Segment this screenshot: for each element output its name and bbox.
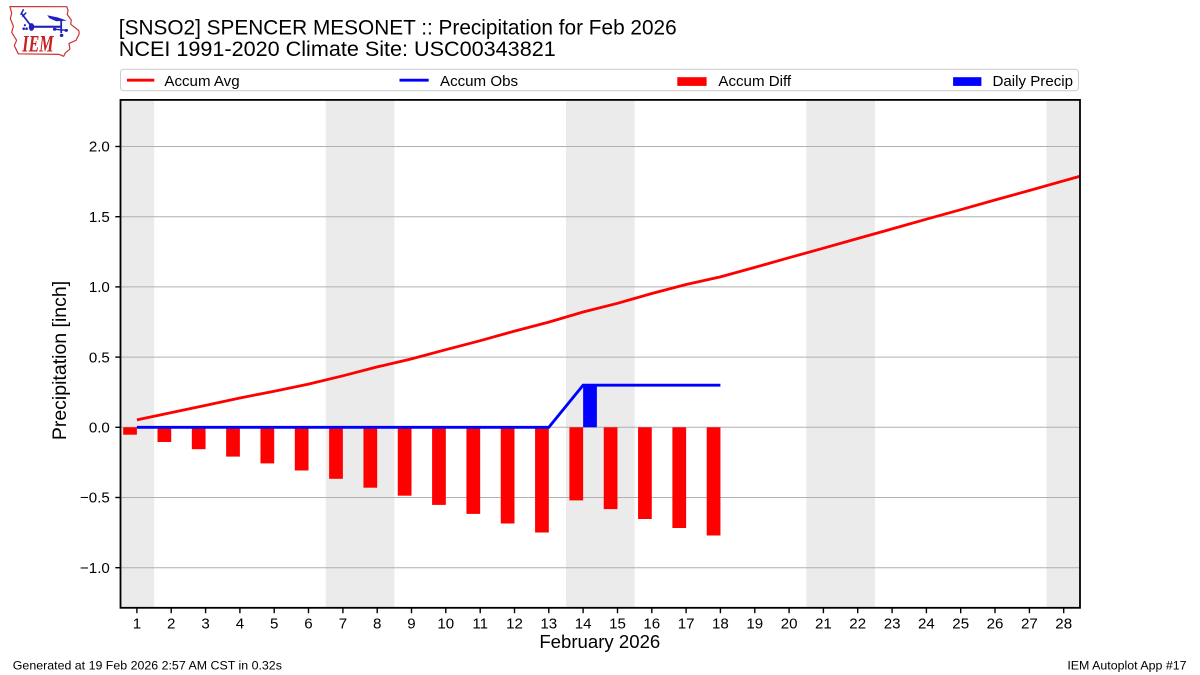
svg-text:6: 6 <box>304 616 312 633</box>
svg-text:Generated at 19 Feb 2026 2:57: Generated at 19 Feb 2026 2:57 AM CST in … <box>13 659 282 673</box>
svg-text:Daily Precip: Daily Precip <box>993 73 1074 90</box>
svg-text:21: 21 <box>815 616 832 633</box>
svg-text:19: 19 <box>746 616 763 633</box>
svg-text:5: 5 <box>270 616 278 633</box>
svg-text:Accum Avg: Accum Avg <box>164 73 239 90</box>
svg-text:4: 4 <box>236 616 244 633</box>
svg-text:NCEI 1991-2020 Climate Site: U: NCEI 1991-2020 Climate Site: USC00343821 <box>119 36 556 61</box>
svg-text:7: 7 <box>339 616 347 633</box>
svg-text:12: 12 <box>506 616 523 633</box>
svg-text:3: 3 <box>201 616 209 633</box>
svg-text:Accum Diff: Accum Diff <box>718 73 791 90</box>
svg-text:22: 22 <box>849 616 866 633</box>
svg-text:18: 18 <box>712 616 729 633</box>
svg-text:February 2026: February 2026 <box>539 631 660 652</box>
svg-text:1.0: 1.0 <box>89 279 110 296</box>
svg-text:25: 25 <box>952 616 969 633</box>
svg-text:15: 15 <box>609 616 626 633</box>
svg-text:13: 13 <box>540 616 557 633</box>
svg-text:0.5: 0.5 <box>89 349 110 366</box>
svg-text:26: 26 <box>987 616 1004 633</box>
svg-text:0.0: 0.0 <box>89 420 110 437</box>
svg-text:Accum Obs: Accum Obs <box>440 73 518 90</box>
svg-text:17: 17 <box>678 616 695 633</box>
svg-text:23: 23 <box>884 616 901 633</box>
svg-text:IEM Autoplot App #17: IEM Autoplot App #17 <box>1067 659 1186 673</box>
svg-text:24: 24 <box>918 616 935 633</box>
svg-text:2.0: 2.0 <box>89 139 110 156</box>
svg-text:16: 16 <box>643 616 660 633</box>
svg-text:28: 28 <box>1055 616 1072 633</box>
svg-text:2: 2 <box>167 616 175 633</box>
svg-text:1: 1 <box>133 616 141 633</box>
svg-text:8: 8 <box>373 616 381 633</box>
svg-text:1.5: 1.5 <box>89 209 110 226</box>
svg-text:IEM: IEM <box>21 32 54 57</box>
svg-text:20: 20 <box>781 616 798 633</box>
svg-text:11: 11 <box>472 616 488 633</box>
svg-text:[SNSO2] SPENCER MESONET :: Pre: [SNSO2] SPENCER MESONET :: Precipitation… <box>119 16 677 39</box>
svg-text:−1.0: −1.0 <box>80 560 110 577</box>
svg-text:14: 14 <box>575 616 592 633</box>
svg-text:27: 27 <box>1021 616 1038 633</box>
svg-text:−0.5: −0.5 <box>80 490 110 507</box>
svg-text:10: 10 <box>437 616 454 633</box>
svg-text:Precipitation [inch]: Precipitation [inch] <box>49 281 71 440</box>
svg-text:9: 9 <box>407 616 415 633</box>
